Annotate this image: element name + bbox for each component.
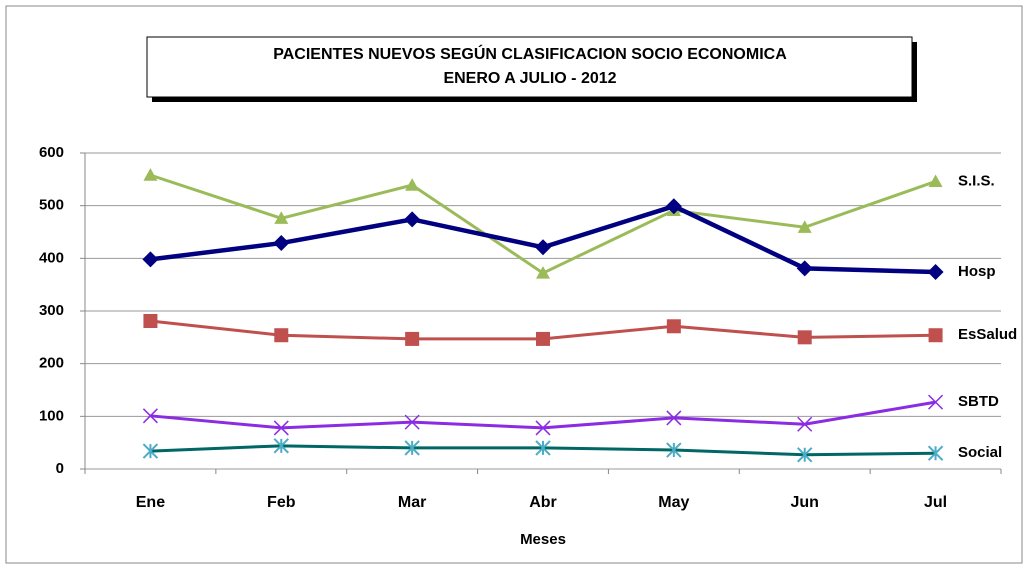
marker	[536, 266, 550, 279]
x-tick-label: Jun	[790, 494, 818, 511]
y-tick-label: 300	[39, 302, 64, 319]
chart-subtitle: ENERO A JULIO - 2012	[443, 70, 616, 87]
marker	[273, 438, 289, 454]
marker	[797, 330, 812, 345]
marker	[928, 394, 944, 410]
marker	[927, 264, 944, 281]
marker	[666, 410, 682, 426]
x-axis-label: Meses	[520, 531, 566, 548]
series-label: SBTD	[958, 393, 999, 410]
x-tick-label: Jul	[924, 494, 947, 511]
marker	[797, 447, 813, 463]
marker	[535, 420, 551, 436]
title-box	[146, 36, 913, 98]
marker	[142, 408, 158, 424]
series-label: EsSalud	[958, 326, 1017, 343]
marker	[274, 328, 289, 343]
marker	[273, 420, 289, 436]
marker	[666, 319, 681, 334]
marker	[928, 328, 943, 343]
marker	[404, 414, 420, 430]
series-label: S.I.S.	[958, 172, 995, 189]
marker	[535, 239, 551, 256]
marker	[535, 440, 551, 456]
marker	[143, 168, 158, 181]
marker	[796, 260, 813, 277]
marker	[797, 416, 813, 432]
chart-title: PACIENTES NUEVOS SEGÚN CLASIFICACION SOC…	[273, 44, 787, 63]
marker	[797, 220, 812, 233]
marker	[404, 211, 421, 228]
marker	[665, 198, 682, 215]
marker	[273, 235, 290, 252]
x-tick-label: Abr	[529, 494, 557, 511]
x-tick-label: Ene	[136, 494, 165, 511]
series-label: Social	[958, 444, 1002, 461]
y-tick-label: 600	[39, 144, 64, 161]
marker	[927, 445, 944, 461]
y-tick-label: 200	[39, 355, 64, 372]
marker	[274, 211, 289, 224]
marker	[143, 314, 158, 329]
x-tick-label: May	[658, 494, 689, 511]
marker	[666, 442, 682, 458]
marker	[405, 331, 420, 346]
x-tick-label: Feb	[267, 494, 296, 511]
marker	[142, 443, 159, 459]
y-tick-label: 0	[56, 460, 64, 477]
y-tick-label: 100	[39, 407, 64, 424]
marker	[928, 174, 943, 188]
marker	[536, 331, 550, 346]
marker	[405, 178, 420, 191]
marker	[142, 251, 159, 268]
y-tick-label: 500	[39, 197, 64, 214]
marker	[404, 440, 420, 456]
y-tick-label: 400	[39, 249, 64, 266]
series-label: Hosp	[958, 263, 996, 280]
x-tick-label: Mar	[398, 494, 426, 511]
